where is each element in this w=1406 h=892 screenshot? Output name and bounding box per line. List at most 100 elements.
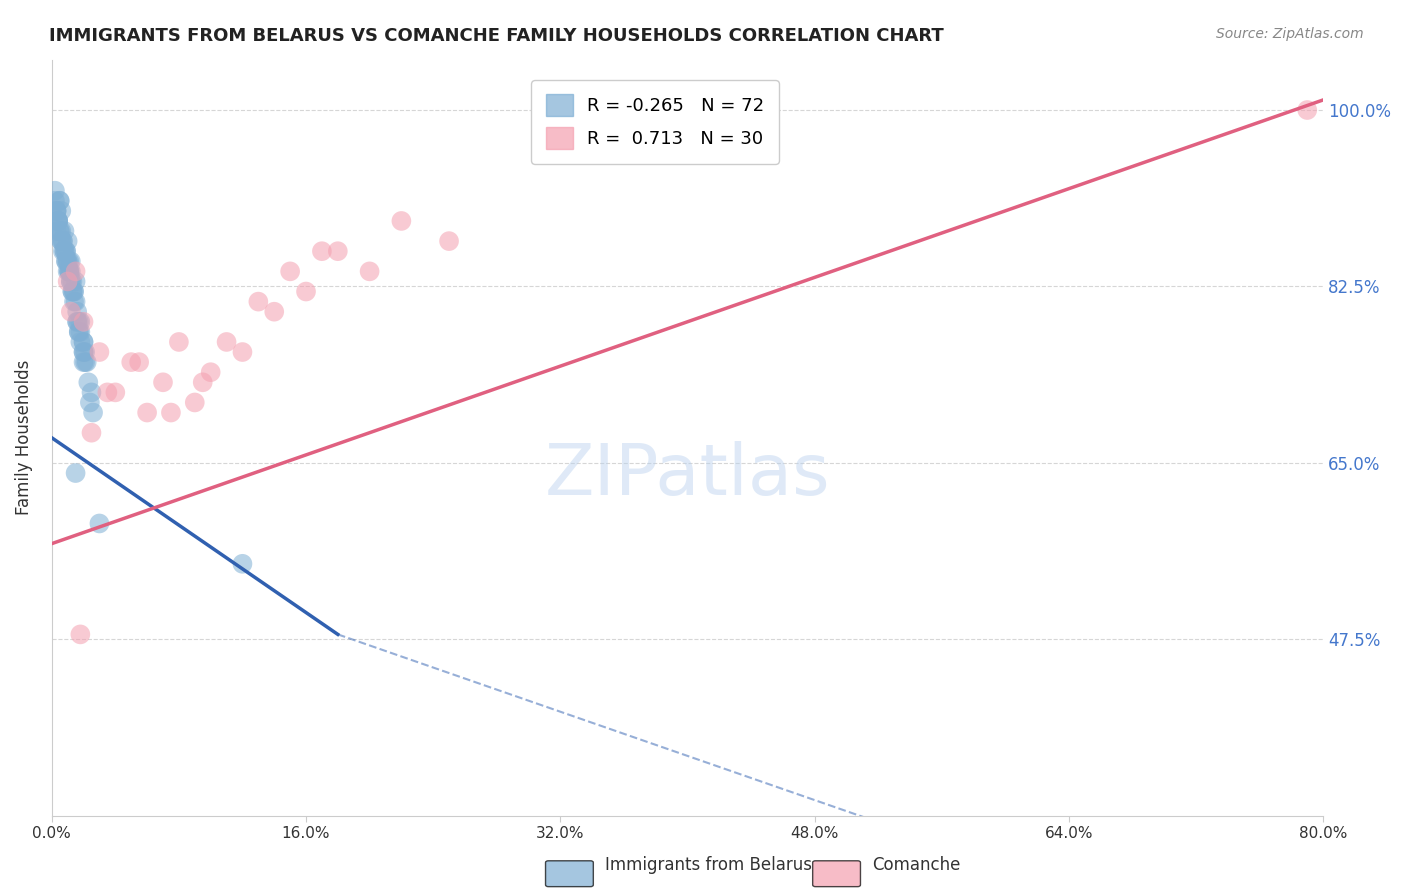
Text: IMMIGRANTS FROM BELARUS VS COMANCHE FAMILY HOUSEHOLDS CORRELATION CHART: IMMIGRANTS FROM BELARUS VS COMANCHE FAMI…: [49, 27, 943, 45]
Point: [46, 214, 69, 228]
Point: [72, 345, 94, 359]
Point: [62, 285, 84, 299]
Point: [389, 214, 412, 228]
Point: [53, 224, 76, 238]
Point: [55, 244, 77, 259]
Point: [72, 334, 94, 349]
Point: [45, 203, 67, 218]
Point: [59, 264, 82, 278]
Point: [437, 234, 460, 248]
Point: [69, 325, 91, 339]
Point: [58, 264, 80, 278]
Point: [231, 557, 253, 571]
Point: [326, 244, 349, 259]
Point: [59, 254, 82, 268]
Point: [45, 203, 67, 218]
Point: [69, 627, 91, 641]
Point: [1296, 103, 1319, 117]
Point: [65, 275, 87, 289]
Point: [63, 294, 86, 309]
Point: [45, 224, 67, 238]
Point: [89, 516, 111, 531]
Point: [263, 304, 285, 318]
Point: [55, 244, 77, 259]
Point: [66, 315, 89, 329]
Point: [67, 325, 90, 339]
Point: [79, 395, 101, 409]
Point: [65, 294, 87, 309]
Point: [56, 234, 79, 248]
Point: [56, 264, 79, 278]
Point: [76, 355, 98, 369]
Point: [128, 355, 150, 369]
Point: [52, 234, 75, 248]
Point: [184, 395, 207, 409]
Point: [51, 234, 73, 248]
Point: [55, 254, 77, 268]
Point: [58, 254, 80, 268]
Point: [231, 345, 253, 359]
Point: [160, 405, 183, 419]
Point: [67, 325, 90, 339]
Point: [75, 355, 97, 369]
Point: [359, 264, 381, 278]
Point: [72, 345, 94, 359]
Point: [215, 334, 238, 349]
Text: Immigrants from Belarus: Immigrants from Belarus: [605, 856, 811, 874]
Point: [69, 315, 91, 329]
Point: [56, 275, 79, 289]
Point: [52, 234, 75, 248]
Point: [72, 334, 94, 349]
Point: [67, 315, 90, 329]
Point: [62, 275, 84, 289]
Point: [89, 345, 111, 359]
Point: [80, 425, 103, 440]
Point: [44, 194, 66, 208]
Point: [69, 334, 91, 349]
Point: [51, 203, 73, 218]
Text: Source: ZipAtlas.com: Source: ZipAtlas.com: [1216, 27, 1364, 41]
Point: [55, 254, 77, 268]
Point: [58, 264, 80, 278]
Point: [59, 275, 82, 289]
Point: [66, 304, 89, 318]
Point: [48, 224, 70, 238]
Point: [63, 285, 86, 299]
Y-axis label: Family Households: Family Households: [15, 360, 32, 516]
Point: [59, 304, 82, 318]
Point: [104, 385, 127, 400]
Point: [82, 405, 104, 419]
Point: [59, 275, 82, 289]
Point: [65, 466, 87, 480]
Point: [45, 203, 67, 218]
Point: [80, 385, 103, 400]
Text: ZIPatlas: ZIPatlas: [544, 441, 831, 510]
Point: [56, 254, 79, 268]
Point: [75, 345, 97, 359]
Point: [96, 385, 118, 400]
Point: [48, 194, 70, 208]
Point: [56, 254, 79, 268]
Point: [46, 214, 69, 228]
Point: [48, 224, 70, 238]
Point: [72, 355, 94, 369]
Point: [247, 294, 270, 309]
Point: [52, 244, 75, 259]
Point: [51, 234, 73, 248]
Legend: R = -0.265   N = 72, R =  0.713   N = 30: R = -0.265 N = 72, R = 0.713 N = 30: [531, 80, 779, 164]
Point: [46, 214, 69, 228]
Point: [66, 315, 89, 329]
Point: [62, 285, 84, 299]
Point: [120, 355, 142, 369]
Point: [53, 244, 76, 259]
Point: [48, 194, 70, 208]
Point: [58, 264, 80, 278]
Point: [72, 315, 94, 329]
Point: [44, 184, 66, 198]
Point: [51, 224, 73, 238]
Point: [311, 244, 333, 259]
Point: [53, 244, 76, 259]
Point: [46, 214, 69, 228]
Point: [77, 376, 100, 390]
Point: [152, 376, 174, 390]
